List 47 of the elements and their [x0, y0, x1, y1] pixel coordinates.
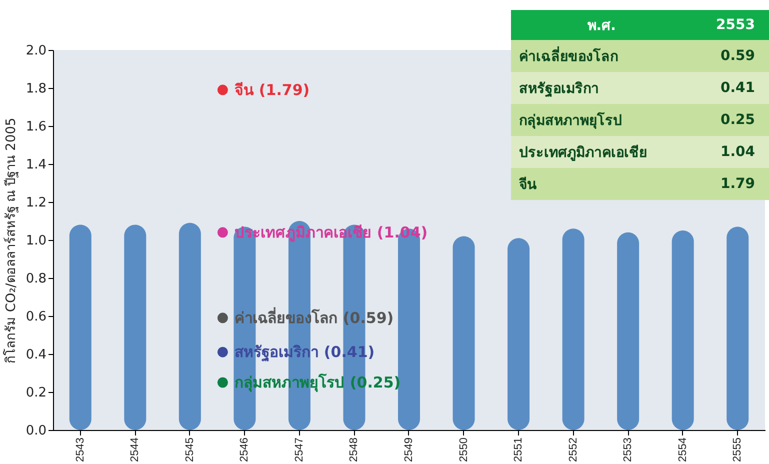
y-axis-title: กิโลกรัม CO₂/ดอลลาร์สหรัฐ ณ ปีฐาน 2005 [2, 118, 19, 364]
y-tick-label: 1.4 [26, 158, 46, 172]
bar [69, 224, 92, 430]
annotation: 1.79 [719, 175, 756, 194]
annotation: 0.25 [719, 111, 756, 130]
bar [617, 232, 640, 430]
x-tick-label: 2549 [403, 438, 415, 462]
x-tick-label: 2547 [293, 438, 306, 462]
annotation: กลุ่มสหภาพยุโรป [518, 111, 623, 131]
bar [562, 228, 584, 430]
y-tick-label: 1.0 [26, 234, 46, 248]
y-tick-label: 1.2 [26, 196, 46, 210]
annotation: ค่าเฉลี่ยของโลก [518, 45, 619, 67]
data-label: จีน (1.79) [234, 80, 310, 99]
x-tick-label: 2546 [238, 438, 251, 462]
bar [452, 236, 475, 430]
text: 2553 [716, 17, 755, 33]
x-tick-label: 2555 [732, 438, 744, 462]
bar [726, 226, 749, 430]
annotation: ประเทศภูมิภาคเอเชีย [518, 144, 648, 163]
y-tick-label: 0.0 [26, 424, 46, 438]
x-tick-label: 2548 [348, 438, 360, 462]
x-tick-label: 2553 [622, 438, 634, 462]
text: พ.ศ. [587, 18, 616, 34]
y-tick-label: 0.8 [26, 272, 46, 286]
y-tick-label: 1.6 [26, 120, 46, 134]
y-tick-label: 0.6 [26, 310, 46, 324]
x-tick-label: 2552 [567, 438, 580, 462]
x-tick-label: 2551 [512, 438, 525, 462]
annotation: 1.04 [719, 143, 756, 162]
x-tick-label: 2544 [129, 438, 142, 462]
y-tick-label: 1.8 [26, 82, 46, 96]
y-tick-label: 2.0 [26, 44, 46, 58]
bar [508, 238, 530, 430]
annotation: จีน [518, 176, 538, 195]
bar [124, 224, 146, 430]
annotation: 0.41 [719, 79, 756, 98]
bar [672, 230, 694, 430]
x-tick-label: 2554 [676, 438, 689, 462]
bar [178, 222, 201, 430]
y-tick-label: 0.4 [26, 348, 46, 362]
x-tick-label: 2545 [184, 438, 196, 462]
x-tick-label: 2543 [74, 438, 86, 462]
x-tick-label: 2550 [458, 438, 470, 462]
y-tick-label: 0.2 [26, 386, 46, 400]
annotation: 0.59 [719, 47, 756, 66]
annotation: สหรัฐอเมริกา [518, 80, 600, 99]
